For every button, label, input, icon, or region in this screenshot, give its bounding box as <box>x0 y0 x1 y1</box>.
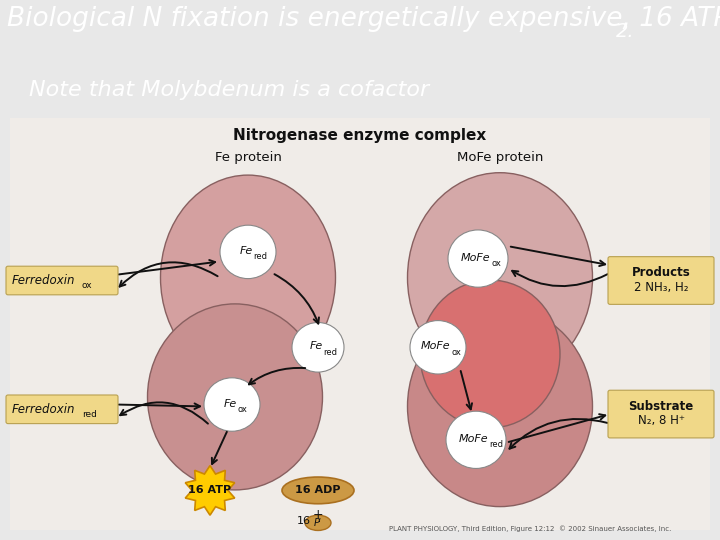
Text: PLANT PHYSIOLOGY, Third Edition, Figure 12:12  © 2002 Sinauer Associates, Inc.: PLANT PHYSIOLOGY, Third Edition, Figure … <box>389 526 671 532</box>
Circle shape <box>204 378 260 431</box>
Text: ox: ox <box>82 281 93 290</box>
Text: ox: ox <box>451 348 461 356</box>
Text: MoFe: MoFe <box>459 434 489 444</box>
Text: ox: ox <box>491 259 501 268</box>
Text: Nitrogenase enzyme complex: Nitrogenase enzyme complex <box>233 128 487 143</box>
Text: Fe: Fe <box>239 246 253 256</box>
Circle shape <box>448 230 508 287</box>
Ellipse shape <box>420 280 560 428</box>
Text: red: red <box>489 440 503 449</box>
Text: Fe: Fe <box>223 399 237 409</box>
Text: Fe protein: Fe protein <box>215 151 282 164</box>
Circle shape <box>220 225 276 279</box>
Text: MoFe: MoFe <box>421 341 451 352</box>
FancyBboxPatch shape <box>608 256 714 305</box>
Text: Products: Products <box>631 266 690 279</box>
Text: N₂, 8 H⁺: N₂, 8 H⁺ <box>637 414 685 427</box>
Ellipse shape <box>161 175 336 380</box>
Text: 2 NH₃, H₂: 2 NH₃, H₂ <box>634 281 688 294</box>
Text: MoFe protein: MoFe protein <box>456 151 543 164</box>
Ellipse shape <box>282 477 354 504</box>
Ellipse shape <box>305 515 331 530</box>
Text: 16 ADP: 16 ADP <box>295 485 341 495</box>
FancyBboxPatch shape <box>6 395 118 423</box>
FancyBboxPatch shape <box>6 266 118 295</box>
Circle shape <box>446 411 506 469</box>
Text: Note that Molybdenum is a cofactor: Note that Molybdenum is a cofactor <box>29 79 429 99</box>
Ellipse shape <box>408 173 593 382</box>
Text: 2.: 2. <box>616 22 635 41</box>
FancyBboxPatch shape <box>10 118 710 530</box>
Text: Substrate: Substrate <box>629 400 693 413</box>
Text: red: red <box>323 348 338 356</box>
Ellipse shape <box>408 306 593 507</box>
Circle shape <box>292 322 344 372</box>
Text: MoFe: MoFe <box>462 253 491 262</box>
Ellipse shape <box>148 304 323 490</box>
Text: 16: 16 <box>297 516 311 526</box>
Text: 16 ATP: 16 ATP <box>189 485 232 495</box>
Text: Ferredoxin: Ferredoxin <box>12 274 75 287</box>
Text: ox: ox <box>238 405 248 414</box>
Text: red: red <box>253 252 268 261</box>
Circle shape <box>410 321 466 374</box>
FancyBboxPatch shape <box>608 390 714 438</box>
Text: Biological N fixation is energetically expensive, 16 ATP/N: Biological N fixation is energetically e… <box>7 5 720 31</box>
Polygon shape <box>185 465 235 515</box>
Text: Fe: Fe <box>310 341 323 352</box>
Text: Pᴵ: Pᴵ <box>314 518 322 528</box>
Text: Ferredoxin: Ferredoxin <box>12 403 75 416</box>
Text: +: + <box>312 508 323 521</box>
Text: red: red <box>82 409 97 418</box>
